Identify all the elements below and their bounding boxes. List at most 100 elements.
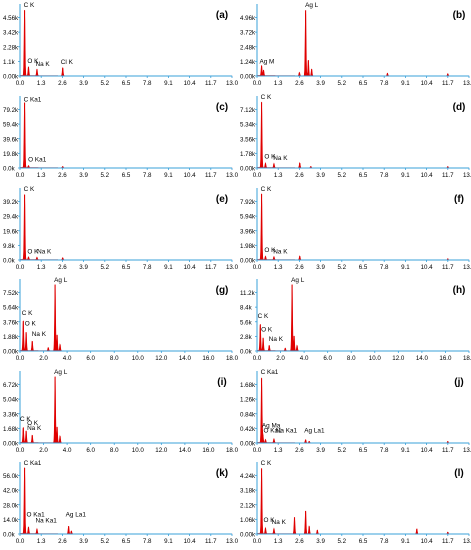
x-tick-label-c-6: 7.8	[143, 172, 152, 179]
spectrum-panel-e: 0.0k 9.8k 19.6k 29.4k 39.2k 0.0 1.3 2.6 3.9 5.2 6.…	[3, 186, 239, 271]
peak-annotation-a-2: Na K	[35, 61, 50, 68]
panel-label-a: (a)	[216, 10, 228, 21]
peak-annotation-d-2: Na K	[273, 155, 288, 162]
panel-label-l: (l)	[454, 468, 463, 479]
peak-annotation-b-0: Ag L	[305, 2, 319, 9]
y-tick-label-j-3: 1.26k	[240, 397, 256, 404]
x-tick-label-d-5: 6.5	[359, 172, 368, 179]
peak-annotation-h-1: C K	[258, 313, 269, 320]
panel-label-g: (g)	[216, 285, 229, 296]
y-tick-label-f-0: 0.00k	[240, 258, 256, 265]
y-tick-label-d-4: 7.12k	[240, 107, 256, 114]
peak-annotation-g-3: Na K	[32, 331, 47, 338]
x-tick-label-b-1: 1.3	[274, 80, 283, 87]
peak-annotation-e-1: O K	[27, 248, 39, 255]
x-tick-label-e-5: 6.5	[122, 264, 131, 271]
y-tick-label-a-4: 4.56k	[3, 15, 19, 22]
x-tick-label-c-2: 2.6	[58, 172, 67, 179]
y-tick-label-l-3: 3.18k	[240, 488, 256, 495]
x-tick-label-a-1: 1.3	[37, 80, 46, 87]
peak-annotation-h-3: Na K	[269, 336, 284, 343]
peak-annotation-d-0: C K	[261, 94, 272, 101]
x-tick-label-d-8: 10.4	[421, 172, 434, 179]
y-tick-label-a-2: 2.28k	[3, 44, 19, 51]
peak-annotation-g-2: O K	[25, 321, 37, 328]
y-tick-label-j-0: 0.00k	[240, 441, 256, 448]
x-tick-label-c-7: 9.1	[164, 172, 173, 179]
x-tick-label-e-0: 0.0	[16, 264, 25, 271]
x-tick-label-a-9: 11.7	[205, 80, 217, 87]
x-tick-label-d-0: 0.0	[253, 172, 262, 179]
spectrum-panel-a: 0.00k 1.1k 2.28k 3.42k 4.56k 0.0 1.3 2.6 3.9 5.2 6…	[3, 2, 239, 87]
x-tick-label-l-7: 9.1	[401, 538, 410, 545]
x-tick-label-k-9: 11.7	[205, 538, 217, 545]
x-tick-label-f-6: 7.8	[380, 264, 389, 271]
x-tick-label-l-9: 11.7	[442, 538, 454, 545]
y-tick-label-h-2: 5.6k	[240, 319, 253, 326]
y-tick-label-h-4: 11.2k	[240, 290, 256, 297]
y-tick-label-b-4: 4.96k	[240, 15, 256, 22]
x-tick-label-e-9: 11.7	[205, 264, 217, 271]
x-tick-label-a-6: 7.8	[143, 80, 152, 87]
peak-annotation-i-0: Ag L	[54, 369, 68, 376]
x-tick-label-e-7: 9.1	[164, 264, 173, 271]
x-tick-label-k-5: 6.5	[122, 538, 131, 545]
x-tick-label-h-9: 18.0	[463, 355, 471, 362]
x-tick-label-i-5: 10.0	[132, 447, 145, 454]
y-tick-label-h-1: 2.8k	[240, 334, 253, 341]
peak-annotation-k-3: Ag La1	[66, 511, 87, 518]
y-tick-label-l-1: 1.06k	[240, 517, 256, 524]
spectrum-panel-f: 0.00k 1.98k 3.96k 5.94k 7.92k 0.0 1.3 2.6 3.9 5.2…	[240, 186, 471, 271]
x-tick-label-g-1: 2.0	[39, 355, 48, 362]
y-tick-label-i-2: 3.36k	[3, 411, 19, 418]
spectrum-area-f	[256, 193, 470, 261]
y-tick-label-a-3: 3.42k	[3, 30, 19, 37]
x-tick-label-g-9: 18.0	[226, 355, 239, 362]
panel-label-e: (e)	[216, 194, 228, 205]
spectrum-panel-c: 0.0k 19.8k 39.6k 59.4k 79.2k 0.0 1.3 2.6 3.9 5.2 6…	[3, 96, 239, 179]
x-tick-label-i-3: 6.0	[86, 447, 95, 454]
x-tick-label-f-5: 6.5	[359, 264, 368, 271]
spectrum-area-g	[19, 284, 233, 352]
x-tick-label-b-2: 2.6	[295, 80, 304, 87]
y-tick-label-a-0: 0.00k	[3, 74, 19, 81]
x-tick-label-i-2: 4.0	[63, 447, 72, 454]
x-tick-label-b-3: 3.9	[316, 80, 325, 87]
y-tick-label-g-3: 5.64k	[3, 305, 19, 312]
x-tick-label-e-1: 1.3	[37, 264, 46, 271]
x-tick-label-b-0: 0.0	[253, 80, 262, 87]
y-tick-label-f-3: 5.94k	[240, 214, 256, 221]
x-tick-label-f-1: 1.3	[274, 264, 283, 271]
x-tick-label-j-8: 10.4	[421, 447, 434, 454]
x-tick-label-e-10: 13.0	[226, 264, 239, 271]
x-tick-label-e-2: 2.6	[58, 264, 67, 271]
spectrum-area-i	[19, 376, 233, 444]
y-tick-label-e-1: 9.8k	[3, 243, 16, 250]
x-tick-label-c-8: 10.4	[184, 172, 197, 179]
x-tick-label-f-7: 9.1	[401, 264, 410, 271]
peak-annotation-a-0: C K	[24, 2, 35, 9]
x-tick-label-a-8: 10.4	[184, 80, 197, 87]
y-tick-label-j-4: 1.68k	[240, 382, 256, 389]
y-tick-label-h-0: 0.0k	[240, 349, 253, 356]
x-tick-label-k-6: 7.8	[143, 538, 152, 545]
x-tick-label-f-4: 5.2	[337, 264, 346, 271]
peak-annotation-e-0: C K	[24, 186, 35, 193]
y-tick-label-l-2: 2.12k	[240, 502, 256, 509]
peak-annotation-f-0: C K	[261, 186, 272, 193]
peak-annotation-a-3: Cl K	[61, 59, 74, 66]
y-tick-label-k-4: 56.0k	[3, 473, 19, 480]
peak-annotation-f-2: Na K	[273, 249, 288, 256]
panel-label-k: (k)	[216, 468, 228, 479]
y-tick-label-e-2: 19.6k	[3, 228, 19, 235]
x-tick-label-d-7: 9.1	[401, 172, 410, 179]
y-tick-label-g-1: 1.88k	[3, 334, 19, 341]
x-tick-label-b-5: 6.5	[359, 80, 368, 87]
y-tick-label-k-3: 42.0k	[3, 488, 19, 495]
y-tick-label-h-3: 8.4k	[240, 305, 253, 312]
spectrum-area-e	[19, 194, 233, 261]
spectrum-panel-g: 0.00k 1.88k 3.76k 5.64k 7.52k 0.0 2.0 4.0 6.0 8.0…	[3, 277, 239, 362]
panel-label-h: (h)	[453, 285, 466, 296]
x-tick-label-i-1: 2.0	[39, 447, 48, 454]
y-tick-label-j-1: 0.42k	[240, 426, 256, 433]
